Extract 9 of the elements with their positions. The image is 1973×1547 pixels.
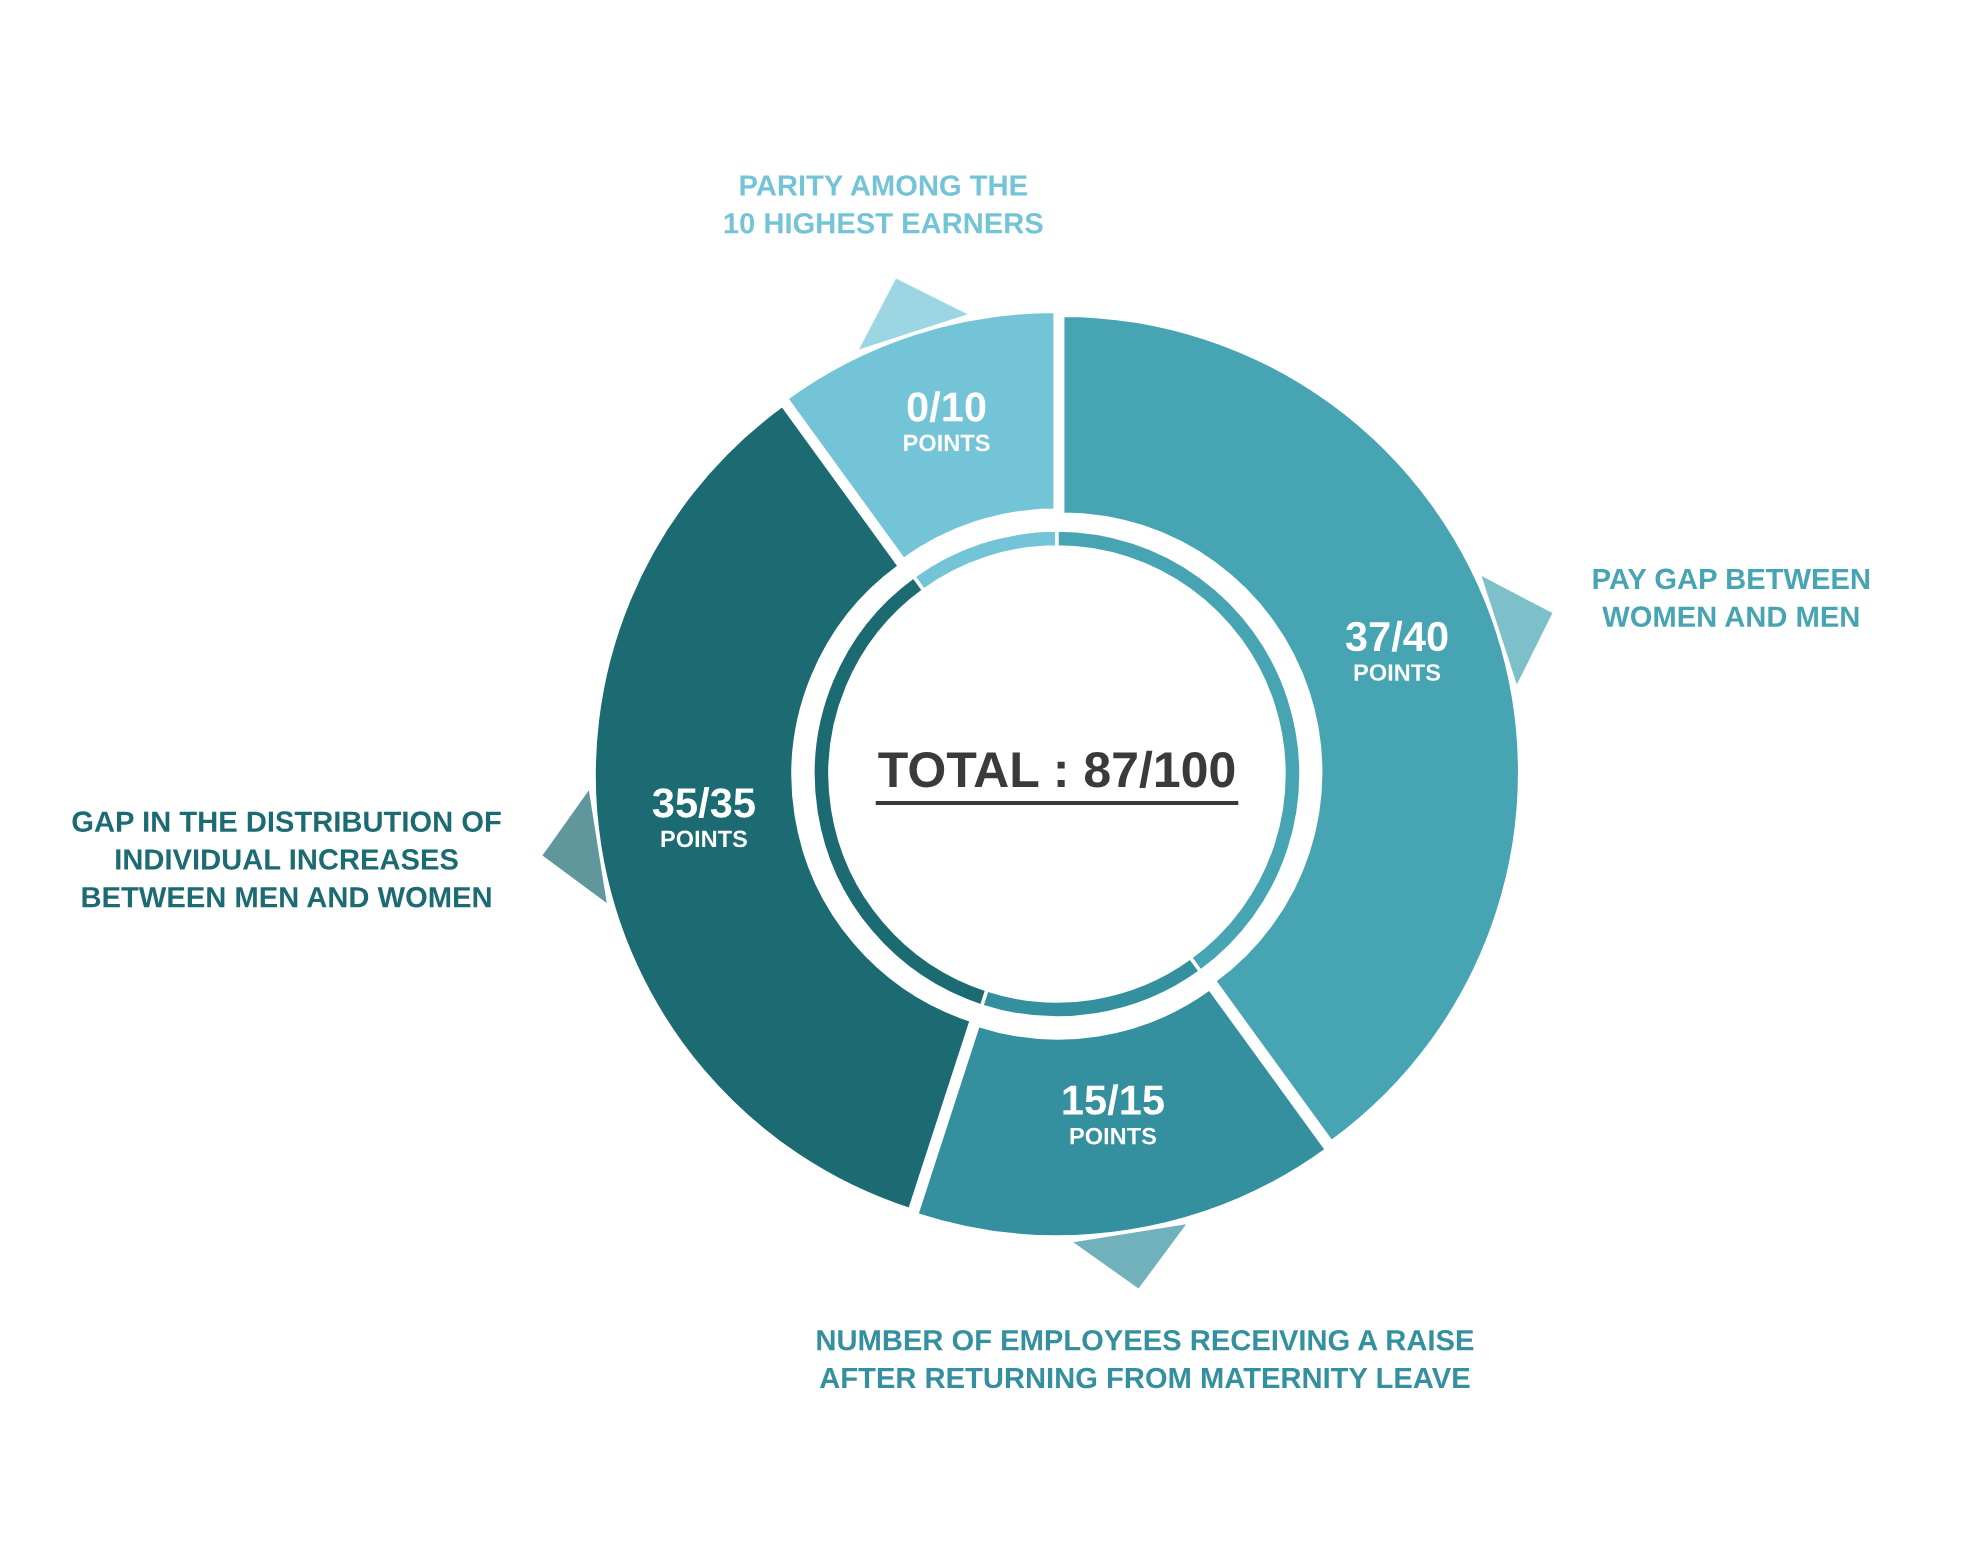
data-label: 37/40 POINTS [1345,620,1448,681]
data-label: 35/35 POINTS [652,787,755,848]
slice-label: NUMBER OF EMPLOYEES RECEIVING A RAISE AFTER RETURNING FROM MATERNITY LEAVE [817,1329,1474,1389]
slice-label: PAY GAP BETWEEN WOMEN AND MEN [1593,568,1870,628]
text: TOTAL : 87/100 [878,750,1235,788]
data-label: 0/10 POINTS [904,391,990,452]
data-label: 15/15 POINTS [1063,1084,1164,1145]
slice-label: GAP IN THE DISTRIBUTION OF INDIVIDUAL INCREASES BETWEEN MEN AND WOMEN [72,811,501,908]
slice-label: PARITY AMONG THE 10 HIGHEST EARNERS [724,175,1043,234]
